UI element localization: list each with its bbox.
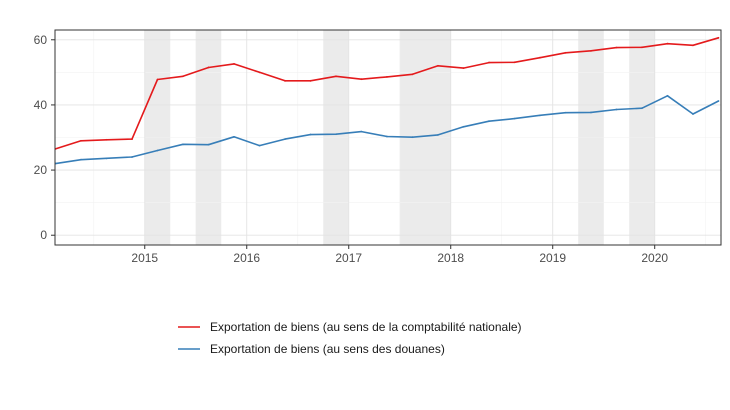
data-point (105, 157, 108, 160)
data-point (360, 78, 363, 81)
data-point (666, 42, 669, 45)
data-point (207, 143, 210, 146)
data-point (156, 78, 159, 81)
data-point (233, 62, 235, 65)
axes: 0 20 40 60 2015 2016 2017 2018 2019 2020 (34, 29, 722, 265)
x-tick-label: 2018 (437, 251, 464, 265)
series-lines (54, 36, 720, 165)
data-point (615, 108, 618, 111)
gridlines (55, 30, 721, 245)
data-point (462, 125, 465, 128)
data-point (207, 66, 210, 69)
data-point (717, 100, 720, 102)
data-point (590, 49, 592, 52)
data-point (564, 111, 567, 114)
data-point (105, 138, 108, 141)
y-tick-label: 60 (34, 33, 48, 47)
data-point (131, 156, 133, 158)
legend-label-1: Exportation de biens (au sens de la comp… (210, 320, 522, 334)
data-point (692, 113, 694, 115)
data-point (182, 75, 184, 78)
data-point (539, 56, 541, 59)
panel-border (54, 29, 722, 246)
data-point (641, 107, 643, 110)
data-point (258, 144, 261, 147)
data-point (258, 71, 261, 74)
data-point (386, 135, 388, 138)
data-point (386, 76, 388, 78)
data-point (692, 44, 694, 47)
data-point (335, 75, 337, 78)
x-tick-label: 2016 (233, 251, 260, 265)
y-tick-label: 0 (40, 228, 47, 242)
data-point (80, 139, 82, 142)
data-point (411, 136, 414, 139)
data-point (131, 138, 133, 141)
data-point (156, 149, 159, 152)
y-tick-label: 40 (34, 98, 48, 112)
y-tick-label: 20 (34, 163, 48, 177)
data-point (284, 79, 286, 82)
data-point (182, 143, 184, 146)
data-point (309, 79, 312, 82)
data-point (488, 61, 490, 64)
x-tick-label: 2017 (335, 251, 362, 265)
data-point (437, 64, 439, 67)
data-point (615, 46, 618, 49)
x-tick-label: 2019 (539, 251, 566, 265)
data-point (717, 36, 720, 39)
data-point (80, 158, 82, 161)
data-point (488, 120, 490, 123)
data-point (233, 135, 235, 138)
data-point (564, 51, 567, 54)
x-tick-label: 2020 (641, 251, 668, 265)
data-point (666, 94, 669, 97)
data-point (590, 111, 592, 114)
data-point (360, 130, 363, 133)
data-point (284, 138, 286, 141)
data-point (309, 133, 312, 136)
data-point (411, 73, 414, 76)
data-point (462, 67, 465, 70)
data-point (513, 117, 516, 120)
data-point (641, 46, 643, 49)
data-point (513, 61, 516, 64)
data-point (539, 114, 541, 117)
legend-label-2: Exportation de biens (au sens des douane… (210, 342, 445, 356)
legend: Exportation de biens (au sens de la comp… (178, 320, 522, 356)
x-tick-label: 2015 (131, 251, 158, 265)
data-point (335, 133, 337, 136)
data-point (437, 133, 439, 136)
